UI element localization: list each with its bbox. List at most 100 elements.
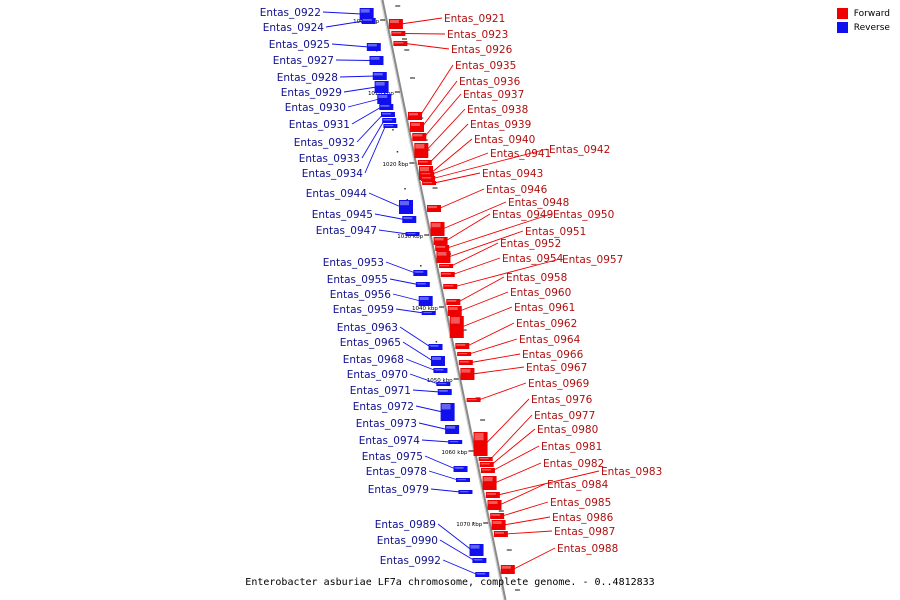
- forward-gene-label[interactable]: Entas_0954: [502, 253, 564, 265]
- reverse-gene-label[interactable]: Entas_0959: [333, 304, 394, 316]
- forward-gene-label[interactable]: Entas_0936: [459, 76, 521, 88]
- forward-gene-label[interactable]: Entas_0983: [601, 466, 662, 478]
- forward-gene-label[interactable]: Entas_0976: [531, 394, 593, 406]
- reverse-gene-label[interactable]: Entas_0955: [327, 274, 388, 286]
- reverse-gene-shape: [359, 8, 374, 20]
- reverse-gene-label[interactable]: Entas_0970: [347, 369, 408, 381]
- forward-gene-label[interactable]: Entas_0964: [519, 334, 581, 346]
- reverse-gene-label[interactable]: Entas_0930: [285, 102, 346, 114]
- forward-gene-label[interactable]: Entas_0951: [525, 226, 586, 238]
- forward-gene-leader: [485, 398, 530, 445]
- forward-gene-label[interactable]: Entas_0960: [510, 287, 571, 299]
- forward-gene-label[interactable]: Entas_0950: [553, 209, 614, 221]
- forward-gene-label[interactable]: Entas_0984: [547, 479, 609, 491]
- forward-gene-shape-shine: [408, 113, 418, 116]
- forward-gene-label[interactable]: Entas_0988: [557, 543, 618, 555]
- forward-gene-label[interactable]: Entas_0982: [543, 458, 604, 470]
- forward-gene-shape: [407, 112, 422, 120]
- reverse-gene-label[interactable]: Entas_0927: [273, 55, 334, 67]
- forward-gene-shape-shine: [431, 223, 441, 228]
- axis-tick-label: 1040 kbp: [412, 306, 438, 312]
- reverse-gene-shape: [402, 216, 417, 223]
- reverse-gene-labels: Entas_0922 Entas_0924 Entas_0925 Entas_0927…: [260, 7, 478, 575]
- forward-gene-leader: [458, 276, 505, 303]
- reverse-gene-shape: [428, 344, 443, 350]
- forward-gene-shape: [485, 492, 500, 498]
- reverse-gene-label[interactable]: Entas_0978: [366, 466, 427, 478]
- forward-gene-label[interactable]: Entas_0948: [508, 197, 569, 209]
- forward-gene-shape: [439, 264, 454, 268]
- reverse-gene-label[interactable]: Entas_0956: [330, 289, 392, 301]
- forward-gene-label[interactable]: Entas_0980: [537, 424, 598, 436]
- reverse-gene-shape: [369, 56, 384, 65]
- forward-gene-label[interactable]: Entas_0957: [562, 254, 623, 266]
- forward-gene-label[interactable]: Entas_0949: [492, 209, 553, 221]
- forward-gene-label[interactable]: Entas_0977: [534, 410, 595, 422]
- reverse-gene-shape-shine: [456, 479, 466, 481]
- reverse-gene-label[interactable]: Entas_0974: [359, 435, 421, 447]
- forward-gene-label[interactable]: Entas_0938: [467, 104, 528, 116]
- forward-gene-shape: [435, 245, 450, 251]
- reverse-gene-label[interactable]: Entas_0922: [260, 7, 321, 19]
- reverse-gene-label[interactable]: Entas_0979: [368, 484, 429, 496]
- forward-gene-shape-shine: [481, 469, 491, 471]
- legend-forward-label: Forward: [853, 8, 890, 19]
- forward-gene-leader: [490, 414, 533, 460]
- reverse-gene-label[interactable]: Entas_0963: [337, 322, 398, 334]
- reverse-gene-label[interactable]: Entas_0992: [380, 555, 441, 567]
- reverse-gene-label[interactable]: Entas_0945: [312, 209, 373, 221]
- reverse-gene-label[interactable]: Entas_0934: [302, 168, 364, 180]
- reverse-gene-leader: [392, 293, 421, 302]
- feature-dot: [472, 522, 475, 524]
- forward-gene-label[interactable]: Entas_0937: [463, 89, 524, 101]
- forward-gene-shape-shine: [413, 134, 423, 137]
- reverse-gene-label[interactable]: Entas_0973: [356, 418, 417, 430]
- forward-gene-label[interactable]: Entas_0940: [474, 134, 535, 146]
- reverse-gene-label[interactable]: Entas_0990: [377, 535, 438, 547]
- reverse-gene-label[interactable]: Entas_0971: [350, 385, 411, 397]
- reverse-gene-label[interactable]: Entas_0944: [306, 188, 368, 200]
- forward-gene-leader: [502, 501, 549, 517]
- forward-gene-label[interactable]: Entas_0969: [528, 378, 589, 390]
- forward-gene-label[interactable]: Entas_0966: [522, 349, 584, 361]
- forward-gene-label[interactable]: Entas_0941: [490, 148, 551, 160]
- reverse-gene-label[interactable]: Entas_0929: [281, 87, 342, 99]
- forward-gene-label[interactable]: Entas_0946: [486, 184, 548, 196]
- reverse-gene-label[interactable]: Entas_0953: [323, 257, 384, 269]
- forward-gene-leader: [405, 43, 450, 50]
- reverse-gene-label[interactable]: Entas_0931: [289, 119, 350, 131]
- reverse-gene-label[interactable]: Entas_0947: [316, 225, 377, 237]
- forward-gene-shape: [430, 222, 445, 236]
- forward-gene-label[interactable]: Entas_0987: [554, 526, 615, 538]
- reverse-gene-leader: [335, 59, 372, 61]
- forward-gene-label[interactable]: Entas_0943: [482, 168, 543, 180]
- forward-gene-label[interactable]: Entas_0985: [550, 497, 611, 509]
- forward-gene-label[interactable]: Entas_0942: [549, 144, 610, 156]
- forward-gene-shape: [455, 343, 470, 349]
- forward-gene-label[interactable]: Entas_0962: [516, 318, 577, 330]
- reverse-gene-label[interactable]: Entas_0965: [340, 337, 401, 349]
- forward-gene-label[interactable]: Entas_0961: [514, 302, 575, 314]
- forward-gene-leader: [429, 123, 469, 163]
- forward-gene-leader: [438, 188, 485, 209]
- forward-gene-label[interactable]: Entas_0923: [447, 29, 508, 41]
- forward-gene-label[interactable]: Entas_0952: [500, 238, 561, 250]
- reverse-gene-label[interactable]: Entas_0933: [299, 153, 360, 165]
- forward-gene-label[interactable]: Entas_0986: [552, 512, 614, 524]
- forward-gene-label[interactable]: Entas_0958: [506, 272, 567, 284]
- forward-gene-label[interactable]: Entas_0981: [541, 441, 602, 453]
- reverse-gene-label[interactable]: Entas_0972: [353, 401, 414, 413]
- reverse-gene-label[interactable]: Entas_0924: [263, 22, 325, 34]
- reverse-gene-label[interactable]: Entas_0989: [375, 519, 436, 531]
- reverse-gene-label[interactable]: Entas_0975: [362, 451, 423, 463]
- forward-gene-label[interactable]: Entas_0967: [526, 362, 587, 374]
- forward-gene-label[interactable]: Entas_0939: [470, 119, 531, 131]
- forward-gene-shape: [433, 237, 448, 245]
- reverse-gene-label[interactable]: Entas_0968: [343, 354, 404, 366]
- forward-gene-label[interactable]: Entas_0935: [455, 60, 516, 72]
- reverse-gene-label[interactable]: Entas_0932: [294, 137, 355, 149]
- forward-gene-label[interactable]: Entas_0921: [444, 13, 505, 25]
- forward-gene-label[interactable]: Entas_0926: [451, 44, 513, 56]
- reverse-gene-label[interactable]: Entas_0925: [269, 39, 330, 51]
- reverse-gene-label[interactable]: Entas_0928: [277, 72, 338, 84]
